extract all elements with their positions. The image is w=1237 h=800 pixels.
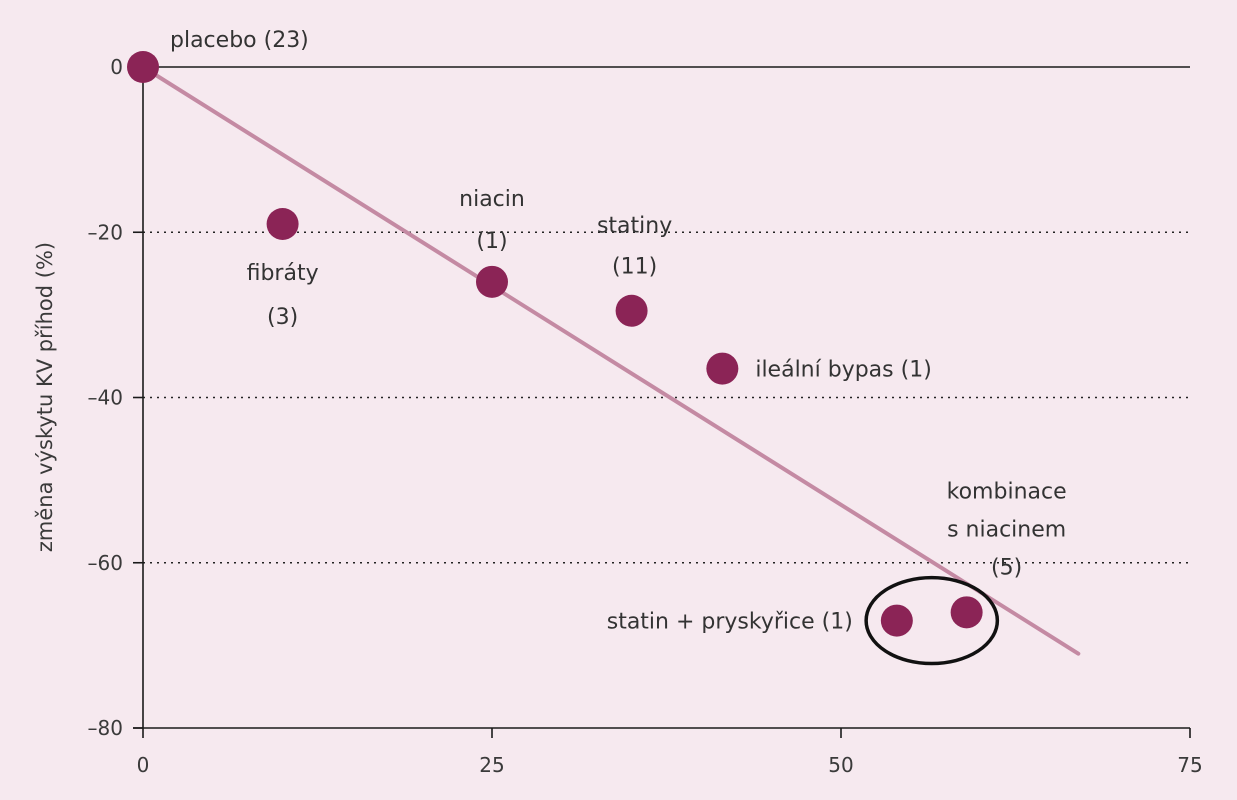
trend-line-group xyxy=(141,65,1081,656)
data-point xyxy=(880,604,913,637)
y-tick-label: –60 xyxy=(88,551,123,575)
x-tick-label: 25 xyxy=(479,753,504,777)
data-point xyxy=(706,352,739,385)
data-point xyxy=(127,51,159,83)
point-label: statin + pryskyřice (1) xyxy=(607,610,853,635)
y-tick-label: –40 xyxy=(88,386,123,410)
point-label-line: (1) xyxy=(476,229,507,254)
point-label-line: niacin xyxy=(459,187,525,212)
y-axis-title: změna výskytu KV příhod (%) xyxy=(33,242,57,552)
trend-line xyxy=(141,65,1081,656)
point-label-line: placebo (23) xyxy=(170,28,309,53)
data-points xyxy=(127,51,983,637)
y-tick-label: –80 xyxy=(88,716,123,740)
axes xyxy=(133,65,1191,738)
point-label: niacin (1) xyxy=(459,187,525,254)
data-point xyxy=(266,207,299,240)
highlight-group xyxy=(864,575,1000,666)
y-tick-label: 0 xyxy=(110,55,123,79)
data-point xyxy=(476,265,508,298)
point-label-line: fibráty xyxy=(247,261,319,286)
tick-labels: 0 –20 –40 –60 –80 0 25 50 75 xyxy=(88,55,1203,777)
data-point xyxy=(615,294,648,327)
point-label: fibráty (3) xyxy=(247,261,319,330)
y-tick-label: –20 xyxy=(88,220,123,244)
point-labels: placebo (23) fibráty (3) niacin (1) statiny (1… xyxy=(170,28,1067,635)
x-tick-label: 75 xyxy=(1177,753,1202,777)
point-label-line: s niacinem xyxy=(947,517,1066,542)
x-tick-label: 0 xyxy=(137,753,150,777)
point-label: statiny (11) xyxy=(597,214,672,280)
point-label: kombinace s niacinem (5) xyxy=(947,479,1067,580)
point-label-line: (5) xyxy=(991,555,1022,580)
point-label: placebo (23) xyxy=(170,28,309,53)
x-tick-label: 50 xyxy=(828,753,853,777)
point-label-line: statin + pryskyřice (1) xyxy=(607,610,853,635)
point-label-line: statiny xyxy=(597,214,672,239)
point-label-line: kombinace xyxy=(947,479,1067,504)
point-label-line: (11) xyxy=(612,255,657,280)
point-label-line: ileální bypas (1) xyxy=(755,358,931,383)
data-point xyxy=(950,596,983,629)
highlight-ellipse xyxy=(864,575,1000,666)
point-label: ileální bypas (1) xyxy=(755,358,931,383)
point-label-line: (3) xyxy=(267,305,298,330)
